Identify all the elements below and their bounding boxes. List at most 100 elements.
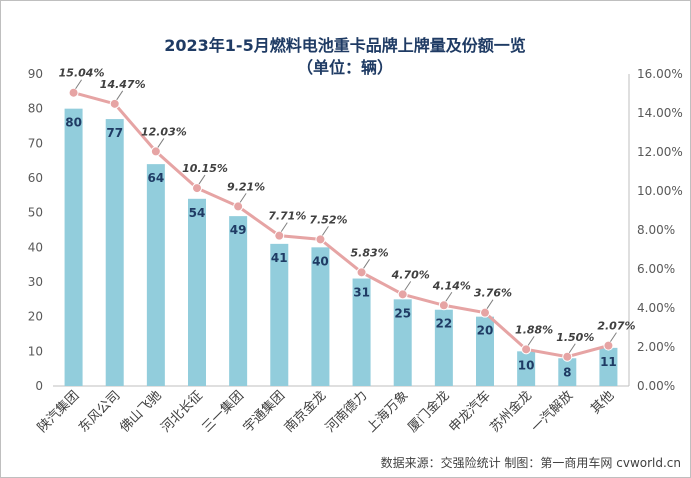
left-tick-label: 80	[28, 102, 43, 116]
bar	[393, 299, 412, 386]
bar-value-label: 10	[518, 358, 535, 372]
share-leader-line	[568, 343, 576, 354]
right-tick-label: 12.00%	[637, 145, 683, 159]
category-label: 河南德力	[322, 388, 370, 436]
share-point	[68, 87, 79, 98]
share-point	[480, 307, 490, 318]
category-label: 宇通集团	[240, 388, 288, 436]
left-tick-label: 10	[28, 344, 43, 358]
share-leader-line	[157, 138, 165, 148]
share-leader-line	[404, 281, 412, 291]
share-value-label: 12.03%	[141, 125, 187, 138]
share-value-label: 2.07%	[597, 320, 635, 333]
category-label: 东风公司	[76, 388, 123, 435]
bar	[517, 351, 536, 386]
share-point	[274, 230, 285, 241]
right-tick-label: 0.00%	[637, 379, 675, 393]
share-leader-line	[610, 332, 617, 342]
share-value-label: 4.70%	[391, 268, 430, 281]
category-label: 河北长征	[158, 388, 205, 435]
right-tick-label: 10.00%	[637, 184, 683, 198]
bar	[558, 358, 577, 386]
share-leader-line	[280, 222, 288, 232]
bar-value-label: 31	[353, 286, 370, 300]
share-point	[356, 267, 367, 278]
share-value-label: 1.88%	[515, 323, 553, 336]
share-point	[150, 146, 161, 157]
share-point	[438, 300, 449, 311]
category-label: 上海万象	[364, 388, 411, 435]
category-label: 其他	[588, 388, 617, 417]
share-value-label: 7.52%	[309, 213, 347, 226]
category-label: 申龙汽车	[446, 388, 494, 436]
right-tick-label: 14.00%	[637, 106, 683, 120]
bar-value-label: 80	[65, 116, 82, 130]
left-tick-label: 70	[28, 136, 43, 150]
bar-value-label: 54	[189, 206, 206, 220]
left-tick-label: 30	[28, 275, 43, 289]
bar-value-label: 8	[563, 365, 571, 379]
share-value-label: 9.21%	[227, 180, 265, 193]
category-label: 厦门金龙	[405, 388, 453, 436]
share-point	[233, 201, 244, 212]
bar-value-label: 41	[271, 251, 288, 265]
category-label: 南京金龙	[281, 388, 329, 436]
share-value-label: 3.76%	[474, 287, 512, 300]
share-line	[73, 91, 609, 359]
share-value-label: 5.83%	[350, 246, 388, 259]
bar-value-label: 25	[394, 306, 411, 320]
bar	[311, 247, 330, 386]
source-note: 数据来源：交强险统计 制图：第一商用车网 cvworld.cn	[381, 455, 681, 470]
bar	[229, 216, 248, 386]
right-tick-label: 4.00%	[637, 301, 675, 315]
right-tick-label: 6.00%	[637, 262, 675, 276]
bar-value-label: 22	[436, 317, 453, 331]
share-leader-line	[445, 291, 453, 302]
share-leader-line	[198, 174, 206, 185]
left-tick-label: 60	[28, 171, 43, 185]
bar	[352, 278, 371, 386]
share-point	[397, 289, 408, 300]
right-tick-label: 2.00%	[637, 340, 675, 354]
bar	[105, 119, 124, 387]
bar-value-label: 49	[230, 223, 247, 237]
share-point	[109, 98, 120, 109]
share-value-label: 1.50%	[556, 331, 594, 344]
left-tick-label: 40	[28, 240, 43, 254]
line-layer	[68, 87, 614, 362]
bar-value-label: 20	[477, 324, 494, 338]
bar	[434, 309, 453, 386]
share-leader-line	[322, 226, 329, 236]
labels-layer: 80 77 64 54 49 41 40 31 25 22 20 10 8 11 15.04%14.47% 1…	[59, 67, 636, 380]
bar-value-label: 40	[312, 254, 329, 268]
bars-layer	[64, 108, 618, 387]
share-point	[521, 344, 532, 355]
category-label: 佛山飞驰	[117, 388, 164, 435]
bar	[599, 347, 618, 386]
bar-value-label: 64	[148, 171, 165, 185]
share-value-label: 14.47%	[100, 78, 146, 91]
category-label: 陕汽集团	[34, 388, 82, 436]
right-tick-label: 8.00%	[637, 223, 675, 237]
share-leader-line	[75, 79, 82, 89]
share-point	[603, 340, 614, 351]
share-leader-line	[486, 299, 494, 309]
category-label: 一汽解放	[529, 388, 576, 435]
share-point	[315, 234, 326, 245]
share-value-label: 10.15%	[182, 162, 228, 175]
bar	[146, 164, 165, 386]
share-point	[192, 183, 202, 194]
bar	[64, 108, 83, 387]
share-value-label: 15.04%	[59, 67, 105, 80]
left-tick-label: 0	[35, 379, 43, 393]
right-tick-label: 16.00%	[637, 67, 683, 81]
category-label: 苏州金龙	[487, 388, 535, 436]
share-leader-line	[116, 90, 124, 101]
chart-title: 2023年1-5月燃料电池重卡品牌上牌量及份额一览	[164, 36, 525, 55]
left-tick-label: 90	[28, 67, 43, 81]
bar-value-label: 77	[106, 126, 123, 140]
bar-value-label: 11	[600, 355, 617, 369]
category-label: 三一集团	[199, 388, 247, 436]
